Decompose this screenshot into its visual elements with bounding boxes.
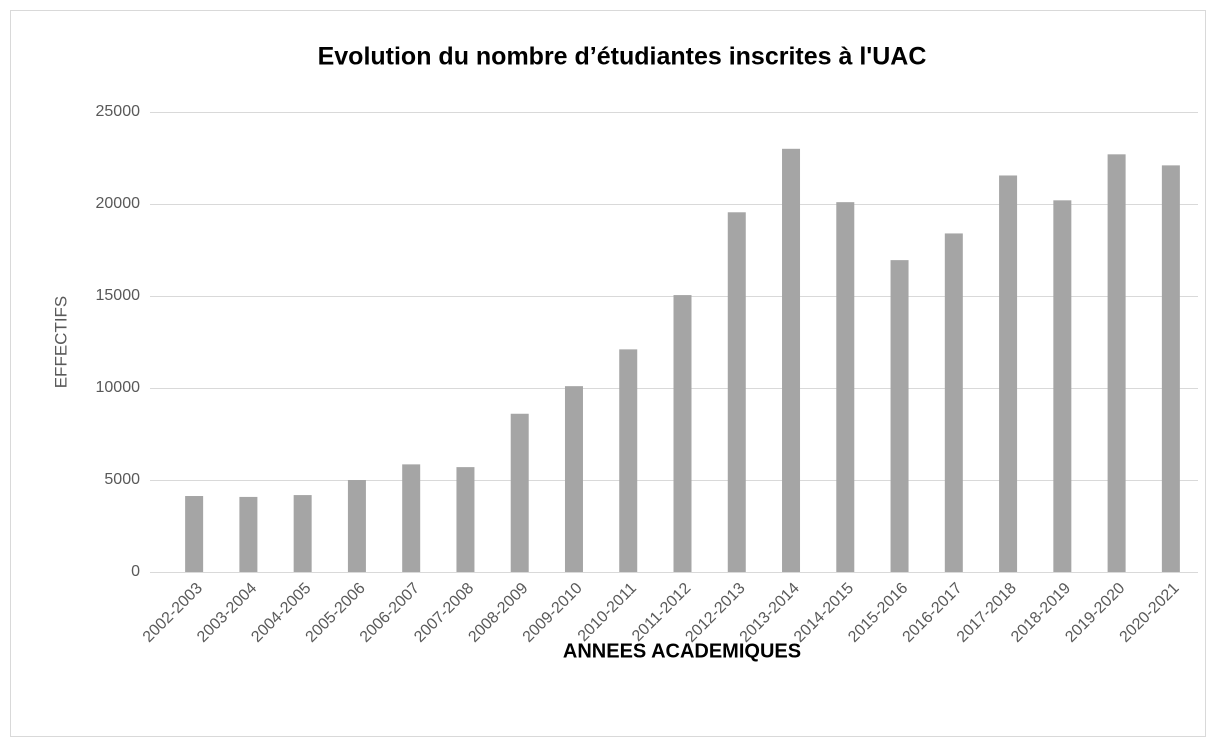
bar: [727, 212, 746, 572]
bar: [1161, 165, 1180, 573]
x-axis-title: ANNEES ACADEMIQUES: [563, 640, 801, 662]
bar: [239, 496, 258, 572]
y-tick-label: 10000: [96, 379, 141, 396]
bar: [619, 349, 638, 572]
bar: [673, 295, 692, 572]
bar: [402, 464, 421, 572]
bar: [890, 260, 909, 572]
bar: [293, 495, 312, 572]
y-tick-label: 5000: [104, 471, 140, 488]
y-tick-label: 0: [131, 563, 140, 580]
bar: [1053, 200, 1072, 572]
bar: [456, 467, 475, 572]
y-tick-label: 25000: [96, 103, 141, 120]
y-tick-label: 15000: [96, 287, 141, 304]
y-axis-title: EFFECTIFS: [51, 296, 70, 389]
y-tick-label: 20000: [96, 195, 141, 212]
bar: [564, 386, 583, 572]
bar: [510, 413, 529, 572]
bar: [1107, 154, 1126, 572]
bar: [944, 233, 963, 572]
bar: [185, 496, 204, 572]
bar: [347, 480, 366, 572]
bar: [836, 202, 855, 572]
chart-title: Evolution du nombre d’étudiantes inscrit…: [318, 43, 927, 71]
bar: [782, 148, 801, 573]
bar: [999, 175, 1018, 573]
